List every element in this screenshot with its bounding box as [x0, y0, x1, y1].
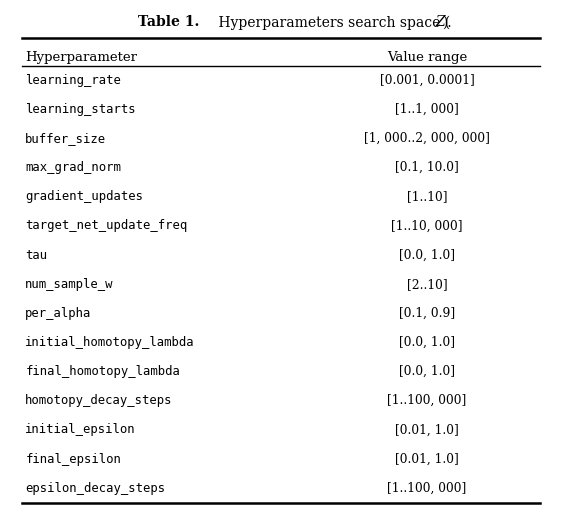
Text: [2..10]: [2..10]	[407, 278, 447, 291]
Text: [1..10]: [1..10]	[407, 190, 447, 203]
Text: max_grad_norm: max_grad_norm	[25, 161, 121, 174]
Text: [1..100, 000]: [1..100, 000]	[387, 482, 467, 495]
Text: [0.0, 1.0]: [0.0, 1.0]	[399, 248, 455, 262]
Text: [1..100, 000]: [1..100, 000]	[387, 394, 467, 407]
Text: initial_homotopy_lambda: initial_homotopy_lambda	[25, 336, 195, 349]
Text: num_sample_w: num_sample_w	[25, 278, 114, 291]
Text: buffer_size: buffer_size	[25, 132, 106, 145]
Text: Value range: Value range	[387, 51, 467, 64]
Text: initial_epsilon: initial_epsilon	[25, 423, 136, 436]
Text: [0.0, 1.0]: [0.0, 1.0]	[399, 365, 455, 378]
Text: learning_rate: learning_rate	[25, 74, 121, 87]
Text: final_epsilon: final_epsilon	[25, 453, 121, 465]
Text: gradient_updates: gradient_updates	[25, 190, 143, 203]
Text: [0.001, 0.0001]: [0.001, 0.0001]	[380, 74, 474, 87]
Text: ).: ).	[442, 15, 452, 29]
Text: per_alpha: per_alpha	[25, 307, 92, 320]
Text: [0.01, 1.0]: [0.01, 1.0]	[395, 453, 459, 465]
Text: Hyperparameters search space (: Hyperparameters search space (	[201, 15, 450, 30]
Text: target_net_update_freq: target_net_update_freq	[25, 219, 188, 232]
Text: [1, 000..2, 000, 000]: [1, 000..2, 000, 000]	[364, 132, 490, 145]
Text: [0.01, 1.0]: [0.01, 1.0]	[395, 423, 459, 436]
Text: [1..10, 000]: [1..10, 000]	[391, 219, 463, 232]
Text: learning_starts: learning_starts	[25, 103, 136, 116]
Text: Table 1.: Table 1.	[138, 15, 200, 29]
Text: [1..1, 000]: [1..1, 000]	[395, 103, 459, 116]
Text: [0.0, 1.0]: [0.0, 1.0]	[399, 336, 455, 349]
Text: Hyperparameter: Hyperparameter	[25, 51, 137, 64]
Text: [0.1, 10.0]: [0.1, 10.0]	[395, 161, 459, 174]
Text: epsilon_decay_steps: epsilon_decay_steps	[25, 482, 165, 495]
Text: final_homotopy_lambda: final_homotopy_lambda	[25, 365, 180, 378]
Text: [0.1, 0.9]: [0.1, 0.9]	[399, 307, 455, 320]
Text: Z: Z	[436, 15, 445, 29]
Text: homotopy_decay_steps: homotopy_decay_steps	[25, 394, 173, 407]
Text: tau: tau	[25, 248, 47, 262]
